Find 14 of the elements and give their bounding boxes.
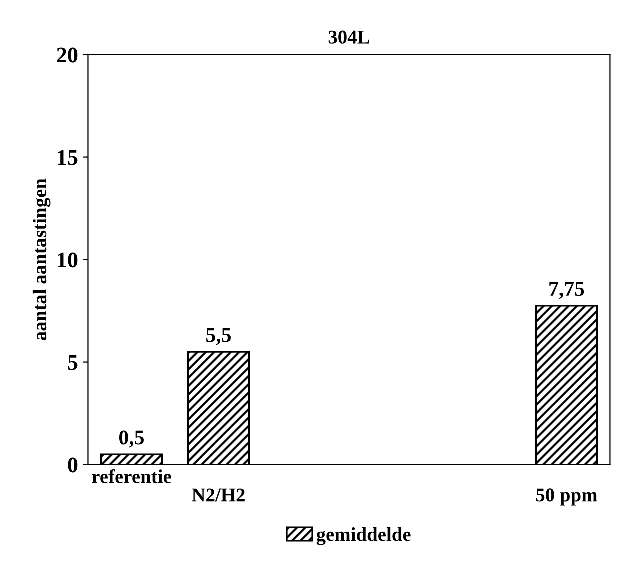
data-label: 5,5 (206, 328, 231, 346)
chart-title: 304L (328, 30, 370, 44)
y-tick-label: 10 (58, 252, 78, 268)
x-tick-label: referentie (92, 469, 172, 484)
data-label: 7,75 (550, 282, 584, 300)
x-tick-label: 50 ppm (536, 488, 598, 506)
data-label: 0,5 (120, 430, 144, 448)
y-tick-label: 15 (58, 150, 78, 166)
y-axis-title: aantal aantastingen (32, 178, 51, 340)
y-tick-label: 5 (68, 355, 78, 370)
y-tick-label: 0 (68, 458, 78, 473)
legend-label: gemiddelde (316, 528, 411, 546)
x-tick-label: N2/H2 (192, 488, 245, 502)
y-tick-label: 20 (57, 48, 78, 63)
